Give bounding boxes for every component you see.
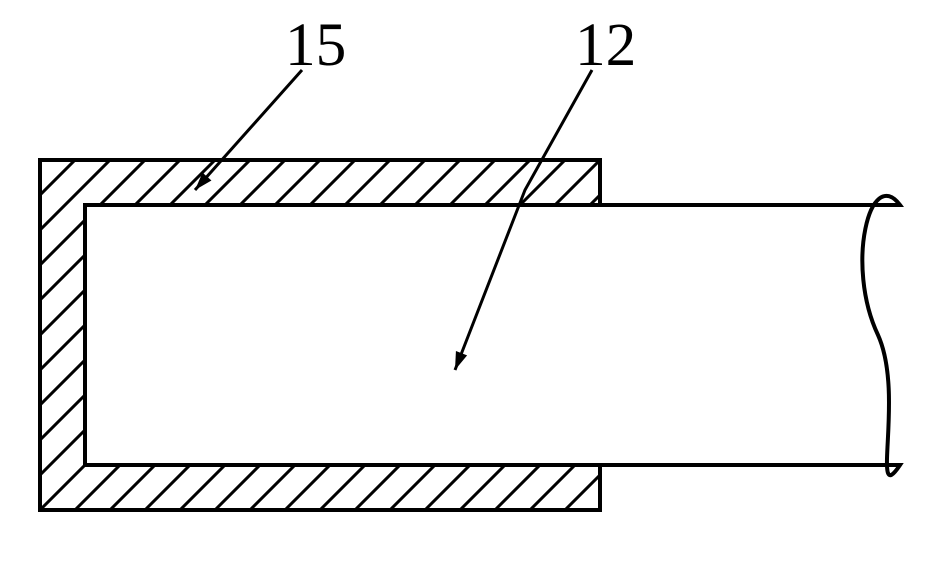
label-15: 15 [285, 10, 346, 81]
label-12: 12 [575, 10, 636, 81]
leader-15 [195, 70, 302, 190]
inner-bar [85, 196, 900, 475]
